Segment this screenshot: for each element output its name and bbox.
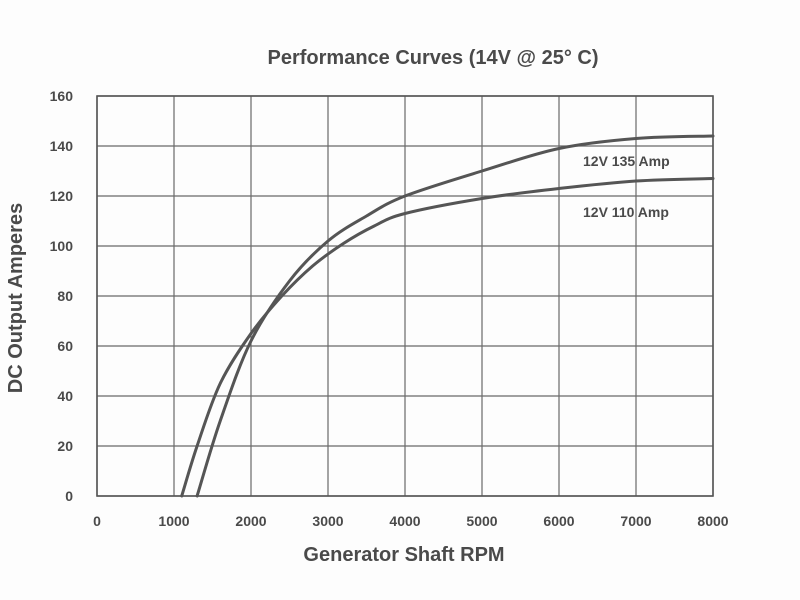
x-tick-label: 3000 [312, 513, 343, 529]
y-tick-label: 140 [50, 138, 74, 154]
series-label-0: 12V 135 Amp [583, 153, 670, 169]
grid [96, 95, 714, 497]
y-tick-label: 100 [50, 238, 74, 254]
x-tick-label: 5000 [466, 513, 497, 529]
x-tick-label: 8000 [697, 513, 728, 529]
x-tick-label: 2000 [235, 513, 266, 529]
series-line-0 [195, 134, 715, 498]
series-lines [180, 134, 715, 498]
y-tick-label: 60 [57, 338, 73, 354]
series-labels: 12V 135 Amp 12V 110 Amp [583, 153, 670, 220]
y-tick-label: 120 [50, 188, 74, 204]
x-axis-label: Generator Shaft RPM [303, 544, 504, 566]
y-tick-label: 0 [65, 488, 73, 504]
y-tick-label: 160 [50, 88, 74, 104]
chart-title: Performance Curves (14V @ 25° C) [268, 47, 599, 69]
y-tick-label: 40 [57, 388, 73, 404]
series-label-1: 12V 110 Amp [583, 204, 669, 220]
plot-frame [96, 95, 714, 497]
x-tick-label: 7000 [620, 513, 651, 529]
x-tick-label: 0 [93, 513, 101, 529]
y-tick-label: 80 [57, 288, 73, 304]
x-tick-label: 1000 [158, 513, 189, 529]
tick-labels: 0 1000 2000 3000 4000 5000 6000 7000 8000 0 20 40 60… [50, 88, 729, 529]
y-axis-label: DC Output Amperes [5, 203, 27, 393]
y-tick-label: 20 [57, 438, 73, 454]
x-tick-label: 6000 [543, 513, 574, 529]
x-tick-label: 4000 [389, 513, 420, 529]
series-line-1 [180, 177, 715, 498]
